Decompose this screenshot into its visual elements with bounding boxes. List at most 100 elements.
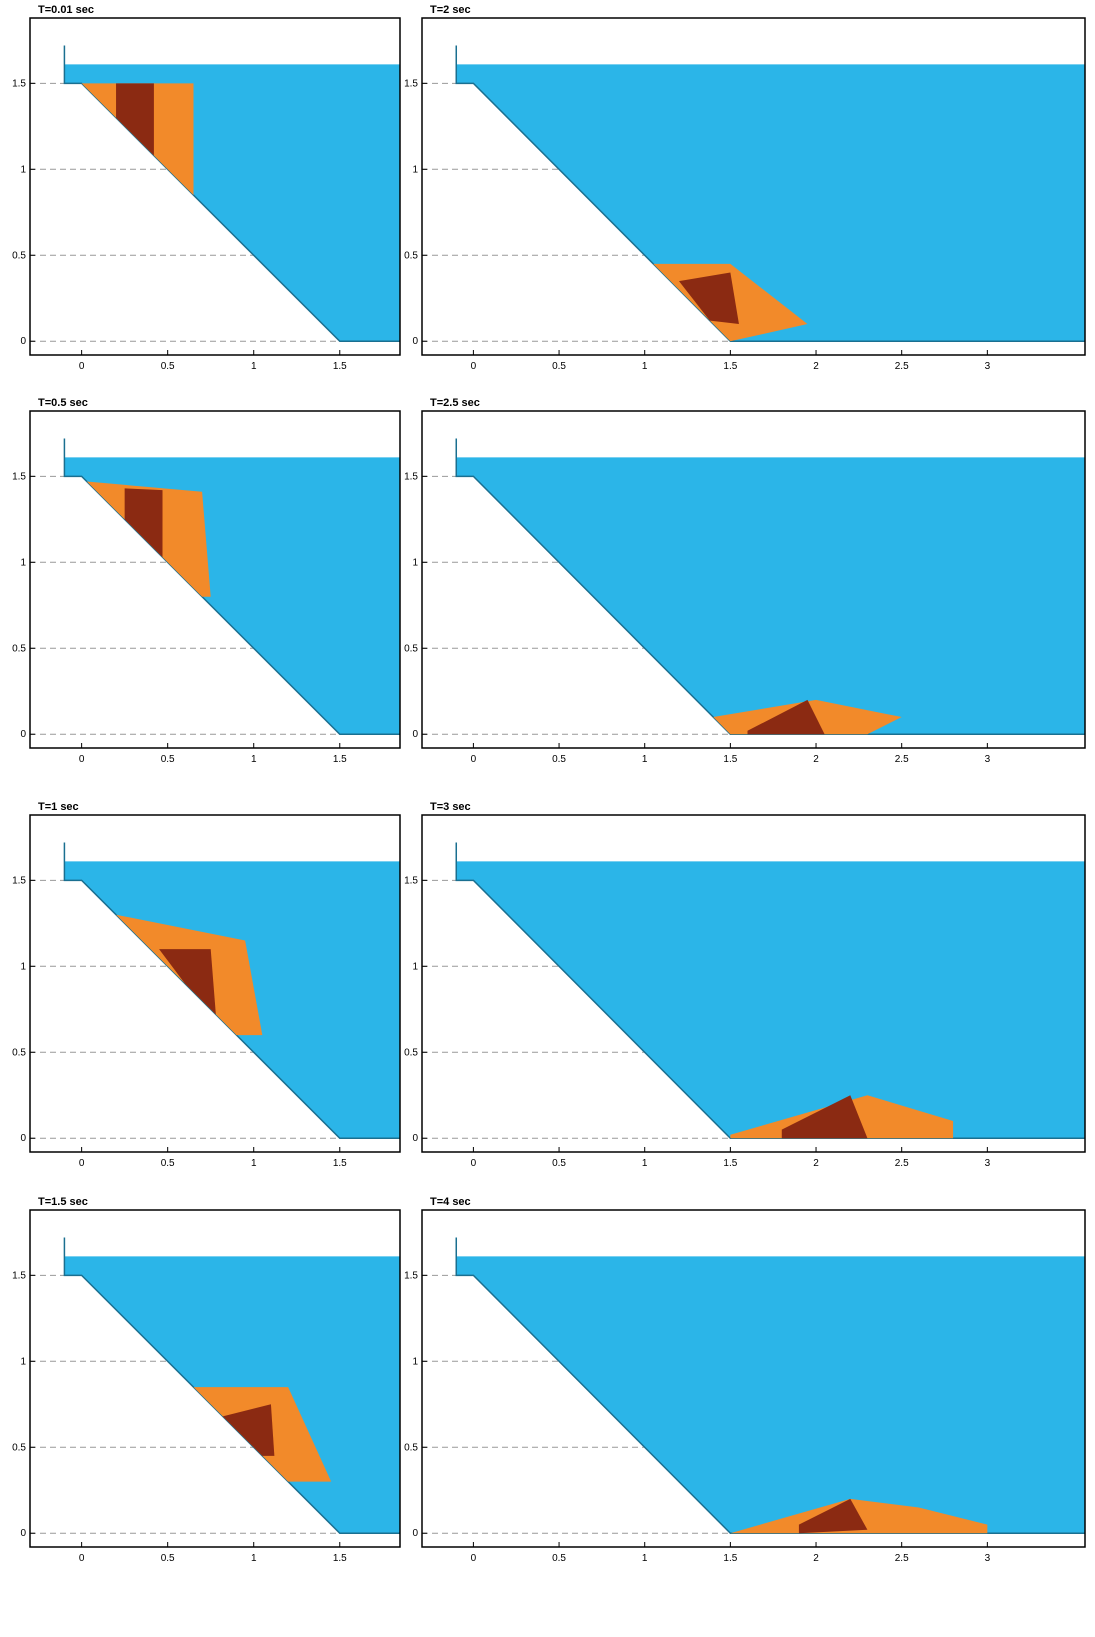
landslide-core [678,272,739,325]
x-tick-label: 1 [251,1158,257,1169]
y-tick-label: 1 [412,1356,418,1367]
x-tick-label: 0.5 [552,361,566,372]
x-tick-label: 0 [79,1553,85,1564]
x-tick-label: 1 [251,1553,257,1564]
landslide-core [781,1095,868,1139]
x-tick-label: 0.5 [161,754,175,765]
x-tick-label: 1 [642,361,648,372]
y-tick-label: 0 [20,729,26,740]
y-tick-label: 0.5 [12,1047,26,1058]
y-tick-label: 0.5 [404,1442,418,1453]
x-tick-label: 2.5 [895,1158,909,1169]
landslide-core [124,488,163,558]
plot-frame [421,1209,1086,1548]
x-tick-label: 0 [471,754,477,765]
x-tick-label: 0.5 [552,1553,566,1564]
y-tick-label: 0.5 [404,643,418,654]
plot-frame [421,410,1086,749]
x-tick-label: 3 [985,754,991,765]
x-tick-label: 1 [251,754,257,765]
y-tick-label: 0.5 [12,1442,26,1453]
x-tick-label: 3 [985,361,991,372]
x-tick-label: 2.5 [895,754,909,765]
y-tick-label: 1.5 [404,471,418,482]
x-tick-label: 1.5 [723,361,737,372]
plot-frame [29,1209,401,1548]
panel-title: T=0.5 sec [38,397,88,409]
y-tick-label: 0.5 [404,250,418,261]
wall [63,438,400,735]
panel-title: T=2 sec [430,4,471,16]
y-tick-label: 0 [20,1133,26,1144]
x-tick-label: 1.5 [333,361,347,372]
landslide-core [116,83,154,156]
y-tick-label: 1.5 [12,875,26,886]
x-tick-label: 3 [985,1553,991,1564]
x-tick-label: 2.5 [895,1553,909,1564]
panel-title: T=0.01 sec [38,4,94,16]
panel: T=2 sec 0 0.5 1 1.5 0 0.5 1 1.5 2 2.5 3 [404,4,1086,372]
x-tick-label: 0 [79,1158,85,1169]
panel: T=1.5 sec 0 0.5 1 1.5 0 0.5 1 1.5 [12,1196,401,1564]
panel-title: T=2.5 sec [430,397,480,409]
x-tick-label: 2 [813,361,819,372]
y-tick-label: 1 [20,557,26,568]
x-tick-label: 2 [813,1158,819,1169]
panel-title: T=1.5 sec [38,1196,88,1208]
y-tick-label: 0 [20,336,26,347]
landslide-core [747,699,825,735]
x-tick-label: 1.5 [333,754,347,765]
plot-frame [29,17,401,356]
panel: T=0.5 sec 0 0.5 1 1.5 0 0.5 1 1.5 [12,397,401,765]
x-tick-label: 0 [471,1553,477,1564]
x-tick-label: 1.5 [333,1553,347,1564]
x-tick-label: 1.5 [723,1553,737,1564]
y-tick-label: 0 [412,1133,418,1144]
y-tick-label: 1.5 [404,1270,418,1281]
x-tick-label: 0 [79,361,85,372]
y-tick-label: 1 [20,1356,26,1367]
panel-title: T=4 sec [430,1196,471,1208]
y-tick-label: 0.5 [12,250,26,261]
x-tick-label: 0.5 [161,361,175,372]
x-tick-label: 0 [471,361,477,372]
x-tick-label: 1.5 [333,1158,347,1169]
plot-frame [29,410,401,749]
y-tick-label: 1 [20,164,26,175]
plot-frame [29,814,401,1153]
y-tick-label: 0.5 [404,1047,418,1058]
water [456,1256,1086,1534]
wall [63,842,400,1139]
x-tick-label: 2.5 [895,361,909,372]
y-tick-label: 0 [412,729,418,740]
x-tick-label: 0.5 [552,754,566,765]
wall [63,1237,400,1534]
y-tick-label: 0 [20,1528,26,1539]
x-tick-label: 2 [813,754,819,765]
plot-frame [421,17,1086,356]
x-tick-label: 0 [471,1158,477,1169]
y-tick-label: 1.5 [404,875,418,886]
y-tick-label: 1 [412,557,418,568]
plot-frame [421,814,1086,1153]
x-tick-label: 0.5 [552,1158,566,1169]
landslide-core [222,1404,275,1456]
panel: T=4 sec 0 0.5 1 1.5 0 0.5 1 1.5 2 2.5 3 [404,1196,1086,1564]
x-tick-label: 2 [813,1553,819,1564]
y-tick-label: 1.5 [12,471,26,482]
x-tick-label: 1 [642,1553,648,1564]
y-tick-label: 1.5 [404,78,418,89]
water [456,457,1086,735]
y-tick-label: 0.5 [12,643,26,654]
x-tick-label: 0.5 [161,1553,175,1564]
water [456,861,1086,1139]
y-tick-label: 1.5 [12,78,26,89]
water [456,64,1086,342]
x-tick-label: 1 [642,1158,648,1169]
panel: T=3 sec 0 0.5 1 1.5 0 0.5 1 1.5 2 2.5 3 [404,801,1086,1169]
x-tick-label: 0 [79,754,85,765]
x-tick-label: 1.5 [723,1158,737,1169]
y-tick-label: 0 [412,1528,418,1539]
panel-title: T=1 sec [38,801,79,813]
